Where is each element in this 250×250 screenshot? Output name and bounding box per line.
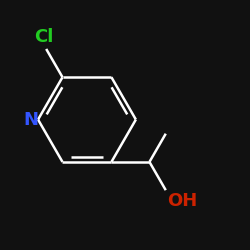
Text: Cl: Cl	[34, 28, 53, 46]
Text: OH: OH	[167, 192, 197, 210]
Text: N: N	[23, 110, 38, 128]
